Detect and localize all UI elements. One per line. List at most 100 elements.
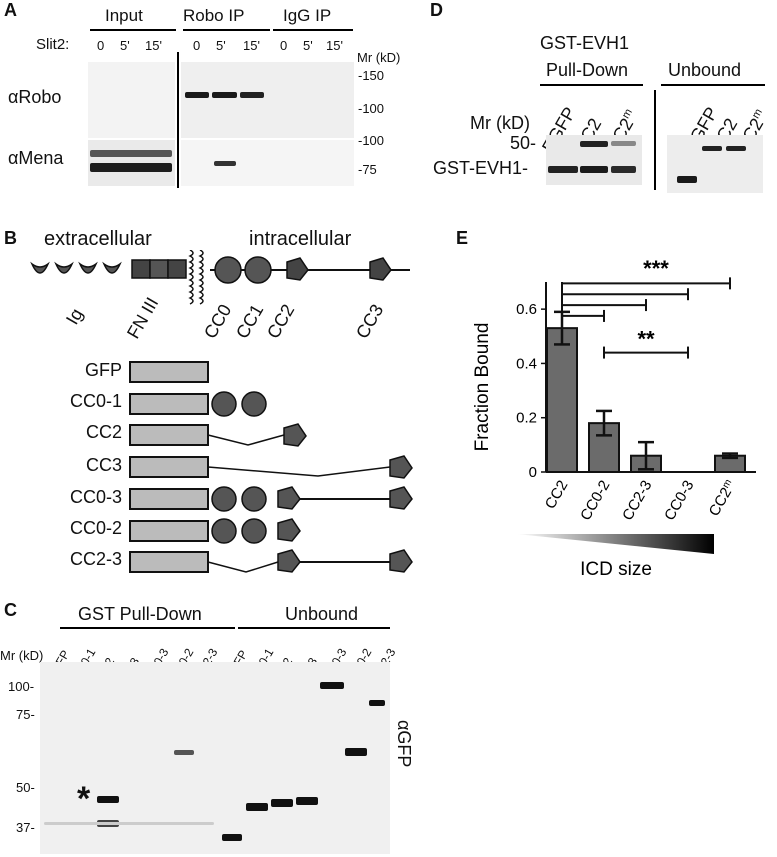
row-alpha-robo: αRobo [8,87,62,107]
panel-a-label: A [4,0,17,20]
extracellular-label: extracellular [44,228,152,250]
panel-d-unbound-blot [667,135,763,193]
ig-domains [30,261,122,274]
bar-cc2 [546,327,578,474]
intracellular-label: intracellular [249,228,352,250]
panel-c-mr-header: Mr (kD) [0,648,44,663]
panel-a-mr-header: Mr (kD) [357,50,401,65]
cc0-domain [214,256,242,284]
fraction-bound-chart: 0 0.2 0.4 0.6 Fraction Bound CC2 CC0-2 CC2-3 CC0… [472,256,756,580]
panel-d-pulldown-underline [540,84,643,86]
robo-band-5 [212,92,237,98]
panel-d-title-2: Pull-Down [546,60,629,80]
c-band-ub-cc3 [296,797,318,805]
robo-band-0 [185,92,209,98]
tp-igg-5: 5' [303,38,313,53]
tp-robo-5: 5' [216,38,226,53]
x-tick-label-cc0-3: CC0-3 [661,478,697,524]
mena-robo-band-5 [214,161,236,166]
c-mr-75: 75- [16,707,35,722]
tp-input-5: 5' [120,38,130,53]
c-band-ub-cc0-1 [246,803,268,811]
d-band-cc2-50 [580,141,608,147]
tp-igg-0: 0 [280,38,288,53]
robo-ip-underline [183,29,270,31]
panel-d-unbound-underline [661,84,765,86]
construct-cc2-3: CC2-3 [69,549,122,569]
robo-domain-diagram [30,250,410,305]
x-tick-label-cc2-3: CC2-3 [619,478,655,524]
c-band-ub-egfp [222,834,242,841]
y-tick-label-0: 0 [529,464,537,481]
panel-e-label: E [456,228,469,248]
construct-cc0-2: CC0-2 [69,518,122,538]
panel-c-unbound-title: Unbound [285,604,359,624]
superscript-m: m [720,477,734,490]
panel-d-unbound: Unbound [668,60,742,80]
robo-ip-group-label: Robo IP [183,6,245,25]
d-ub-band-cc2 [702,146,722,151]
x-tick-label-cc2: CC2 [542,478,572,512]
icd-size-label: ICD size [580,559,652,580]
input-underline [90,29,176,31]
d-band-gst-egfp [548,166,578,173]
input-group-label: Input [105,6,143,25]
mr-100b: -100 [358,133,385,148]
panel-d-label: D [430,0,443,20]
y-tick-label-1: 0.2 [516,410,537,427]
panel-c-pulldown-underline [60,627,235,629]
sig-label-top: *** [643,256,669,281]
igg-ip-underline [273,29,353,31]
panel-b-label: B [4,228,17,248]
sig-label-mid: ** [637,327,655,352]
c-band-ub-cc0-2 [345,748,367,756]
mr-75: -75 [358,162,377,177]
tp-input-15: 15' [145,38,162,53]
d-ub-band-cc2m [726,146,746,151]
panel-d-marker-50: 50- [510,133,537,153]
igg-ip-group-label: IgG IP [283,6,332,25]
c-mr-100: 100- [8,679,35,694]
row-alpha-mena: αMena [8,148,64,168]
construct-cc0-3: CC0-3 [69,487,122,507]
mena-blot-ip [181,140,354,186]
mr-100a: -100 [358,101,385,116]
mr-150: -150 [358,68,385,83]
panel-d-gst-label: GST-EVH1- [433,158,529,178]
c-band-cc0-2-pd [174,750,194,755]
slit2-label: Slit2: [36,36,70,53]
construct-cc0-1: CC0-1 [69,391,122,411]
c-band-cc2-upper [97,796,119,803]
robo-blot-input [88,62,175,138]
cc1-domain [244,256,272,284]
panel-c-antibody: αGFP [394,720,414,768]
x-tick-label-cc2m: CC2m [705,477,739,519]
d-band-gst-cc2m [611,166,636,173]
membrane [188,250,204,305]
d-band-gst-cc2 [580,166,608,173]
c-mr-50: 50- [16,780,35,795]
tp-robo-0: 0 [193,38,201,53]
panel-c-blot [40,662,390,854]
x-tick-label-cc0-2: CC0-2 [577,478,613,524]
c-band-ub-cc2 [271,799,293,807]
construct-cc3: CC3 [85,455,122,475]
construct-gfp: GFP [84,360,122,380]
mena-input-band-upper [90,150,172,157]
y-tick-label-2: 0.4 [516,355,537,372]
panel-c-asterisk: * [77,780,91,818]
panel-d-title-1: GST-EVH1 [540,33,630,53]
fn3-domains [131,259,187,279]
cc2-domain [286,257,309,281]
robo-blot-ip [181,62,354,138]
construct-diagrams [129,361,413,573]
tp-input-0: 0 [97,38,105,53]
tp-igg-15: 15' [326,38,343,53]
d-band-cc2m-50 [611,141,636,146]
panel-d-mr-header: Mr (kD) [470,113,530,133]
c-band-ub-cc0-3 [320,682,344,689]
d-ub-band-egfp [677,176,697,183]
c-band-faint-row [44,822,214,825]
panel-a-divider [177,52,179,188]
tp-robo-15: 15' [243,38,260,53]
